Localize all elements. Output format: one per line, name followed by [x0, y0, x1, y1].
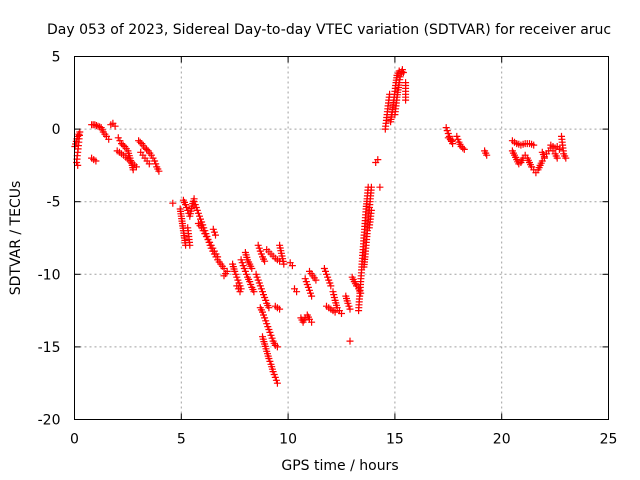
- y-tick-label: -5: [47, 195, 61, 211]
- y-tick-label: -20: [38, 413, 61, 429]
- data-point: [288, 262, 296, 270]
- y-tick-label: 5: [52, 50, 61, 66]
- data-point: [367, 206, 375, 214]
- data-point: [308, 292, 316, 300]
- data-point: [273, 379, 281, 387]
- x-tick-label: 25: [600, 432, 618, 448]
- data-point: [214, 253, 222, 261]
- data-points: [71, 66, 570, 387]
- data-point: [530, 141, 538, 149]
- plot-frame: [74, 56, 609, 420]
- data-point: [186, 241, 194, 249]
- data-point: [169, 199, 177, 207]
- y-tick-label: -15: [38, 340, 61, 356]
- data-point: [555, 145, 563, 153]
- data-point: [132, 163, 140, 171]
- data-point: [136, 138, 144, 146]
- data-point: [293, 288, 301, 296]
- data-point: [143, 145, 151, 153]
- data-point: [312, 276, 320, 284]
- x-tick-label: 15: [386, 432, 404, 448]
- data-point: [331, 308, 339, 316]
- data-point: [223, 267, 231, 275]
- data-point: [346, 305, 354, 313]
- data-point: [248, 265, 256, 272]
- data-point: [327, 282, 335, 290]
- x-tick-label: 20: [493, 432, 511, 448]
- data-point: [308, 318, 316, 326]
- data-point: [562, 154, 570, 162]
- data-point: [92, 157, 100, 165]
- data-point: [92, 122, 100, 129]
- data-point: [261, 257, 269, 265]
- data-point: [367, 183, 375, 191]
- x-tick-label: 10: [279, 432, 297, 448]
- data-point: [459, 144, 467, 152]
- data-point: [374, 156, 382, 164]
- data-point: [91, 121, 99, 129]
- data-point: [402, 79, 410, 87]
- axis-ticks: 0 5 10 15 20 25 5 0 -5 -10 -15 -20: [38, 50, 618, 448]
- data-point: [202, 233, 210, 240]
- data-point: [273, 343, 281, 351]
- x-axis-label: GPS time / hours: [281, 458, 398, 474]
- data-point: [152, 160, 160, 168]
- data-point: [145, 160, 153, 168]
- data-point: [346, 337, 354, 345]
- data-point: [280, 260, 288, 268]
- x-tick-label: 5: [177, 432, 186, 448]
- data-point: [338, 310, 345, 317]
- data-point: [449, 137, 457, 145]
- data-point: [265, 304, 273, 312]
- data-point: [250, 288, 258, 296]
- y-axis-label: SDTVAR / TECUs: [8, 181, 24, 296]
- data-point: [119, 141, 127, 149]
- data-point: [74, 161, 82, 169]
- data-point: [212, 231, 219, 239]
- grid-lines: [74, 56, 609, 420]
- data-point: [111, 122, 119, 130]
- y-tick-label: 0: [52, 122, 61, 138]
- data-point: [442, 124, 450, 132]
- data-point: [236, 288, 244, 296]
- data-point: [376, 183, 384, 191]
- data-point: [94, 122, 102, 130]
- data-point: [460, 145, 468, 153]
- chart-title: Day 053 of 2023, Sidereal Day-to-day VTE…: [47, 22, 611, 38]
- data-point: [155, 167, 163, 175]
- y-tick-label: -10: [38, 267, 61, 283]
- data-point: [553, 154, 561, 162]
- data-point: [483, 151, 491, 159]
- data-point: [399, 69, 407, 76]
- data-point: [105, 135, 113, 143]
- x-tick-label: 0: [70, 432, 79, 448]
- data-point: [276, 305, 284, 313]
